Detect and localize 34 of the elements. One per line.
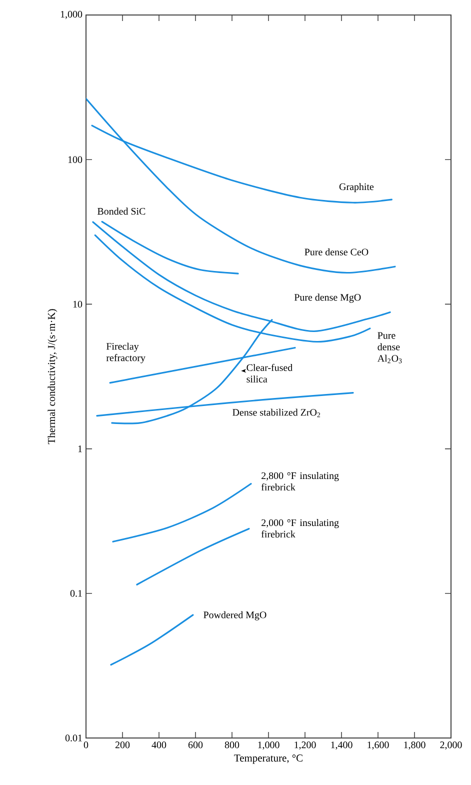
series-label: Pure dense Al$_{2}$O$_{3}$ [377, 332, 402, 364]
x-tick-label: 600 [188, 742, 203, 748]
series-label: Powdered MgO [204, 611, 266, 620]
y-tick-label: 10 [73, 300, 82, 308]
x-tick-label: 200 [115, 742, 130, 748]
x-tick-label: 1,800 [404, 742, 426, 750]
x-axis-title: Temperature, °C [234, 754, 302, 764]
x-tick-label: 0 [84, 742, 88, 748]
series-label: Clear-fused silica [246, 364, 293, 382]
y-tick-label: 1,000 [60, 10, 82, 20]
y-axis-title: Thermal conductivity, J/(s·m·K) [48, 309, 58, 444]
line-series [86, 98, 396, 274]
series-label: Bonded SiC [98, 208, 146, 215]
series-label: Dense stabilized ZrO$_{2}$ [232, 408, 320, 418]
series-label: 2,800 °F insulating firebrick [261, 472, 339, 491]
series-label: Pure dense CeO [304, 248, 368, 256]
x-tick-label: 1,200 [294, 742, 316, 750]
line-series [112, 482, 252, 542]
x-tick-label: 2,000 [440, 742, 462, 750]
line-series [91, 124, 392, 204]
series-label: Pure dense MgO [294, 294, 361, 303]
y-tick-label: 0.01 [65, 734, 82, 742]
series-label: Graphite [339, 183, 374, 192]
y-tick-label: 100 [68, 156, 82, 163]
x-tick-label: 400 [152, 742, 166, 748]
y-tick-label: 0.1 [70, 590, 82, 597]
y-tick-label: 1 [78, 446, 82, 452]
x-tick-label: 1,400 [331, 742, 352, 750]
x-tick-label: 1,000 [258, 742, 280, 750]
series-label: Fireclay refractory [106, 342, 146, 364]
x-tick-label: 1,600 [368, 742, 389, 750]
line-series [101, 220, 239, 274]
series-label: 2,000 °F insulating firebrick [261, 519, 339, 538]
x-tick-label: 800 [224, 742, 240, 748]
